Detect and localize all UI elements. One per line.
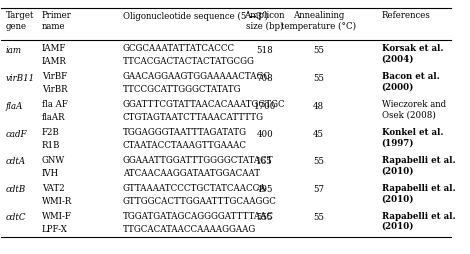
Text: CTAATACCTAAAGTTGAAAC: CTAATACCTAAAGTTGAAAC (123, 140, 247, 149)
Text: Annealining
temperature (°C): Annealining temperature (°C) (281, 11, 356, 31)
Text: Amplicon
size (bp): Amplicon size (bp) (244, 11, 285, 31)
Text: GNW: GNW (42, 155, 65, 164)
Text: VirBR: VirBR (42, 85, 68, 94)
Text: Konkel et al.
(1997): Konkel et al. (1997) (382, 128, 443, 147)
Text: 55: 55 (313, 46, 324, 55)
Text: cdtB: cdtB (6, 185, 26, 194)
Text: 495: 495 (257, 185, 273, 194)
Text: CTGTAGTAATCTTAAACATTTTG: CTGTAGTAATCTTAAACATTTTG (123, 113, 264, 122)
Text: GGAAATTGGATTTGGGGCTATACT: GGAAATTGGATTTGGGGCTATACT (123, 155, 274, 164)
Text: 555: 555 (257, 212, 273, 221)
Text: TGGAGGGTAATTTAGATATG: TGGAGGGTAATTTAGATATG (123, 128, 247, 136)
Text: 55: 55 (313, 74, 324, 83)
Text: Target
gene: Target gene (6, 11, 34, 31)
Text: TTGCACATAACCAAAAGGAAG: TTGCACATAACCAAAAGGAAG (123, 224, 256, 233)
Text: ATCAACAAGGATAATGGACAAT: ATCAACAAGGATAATGGACAAT (123, 168, 260, 177)
Text: Rapabelli et al.
(2010): Rapabelli et al. (2010) (382, 183, 455, 202)
Text: R1B: R1B (42, 140, 60, 149)
Text: IAMR: IAMR (42, 57, 67, 66)
Text: IAMF: IAMF (42, 44, 66, 53)
Text: GCGCAAATATTATCACCC: GCGCAAATATTATCACCC (123, 44, 235, 53)
Text: Oligonucleotide sequence (5’→3’): Oligonucleotide sequence (5’→3’) (123, 11, 268, 21)
Text: 708: 708 (256, 74, 273, 83)
Text: WMI-F: WMI-F (42, 211, 72, 220)
Text: Bacon et al.
(2000): Bacon et al. (2000) (382, 72, 439, 91)
Text: TTCCGCATTGGGCTATATG: TTCCGCATTGGGCTATATG (123, 85, 242, 94)
Text: VirBF: VirBF (42, 72, 67, 81)
Text: Wieczorek and
Osek (2008): Wieczorek and Osek (2008) (382, 100, 446, 119)
Text: IVH: IVH (42, 168, 59, 177)
Text: Primer
name: Primer name (42, 11, 72, 31)
Text: 55: 55 (313, 212, 324, 221)
Text: 400: 400 (256, 129, 273, 138)
Text: VAT2: VAT2 (42, 183, 65, 192)
Text: GGATTTCGTATTAACACAAATGGTGC: GGATTTCGTATTAACACAAATGGTGC (123, 100, 286, 109)
Text: GAACAGGAAGTGGAAAAACTAGC: GAACAGGAAGTGGAAAAACTAGC (123, 72, 271, 81)
Text: fla AF: fla AF (42, 100, 68, 109)
Text: cadF: cadF (6, 129, 27, 138)
Text: Rapabelli et al.
(2010): Rapabelli et al. (2010) (382, 211, 455, 230)
Text: TGGATGATAGCAGGGGATTTTAAC: TGGATGATAGCAGGGGATTTTAAC (123, 211, 274, 220)
Text: GTTAAAATCCCTGCTATCAACCA: GTTAAAATCCCTGCTATCAACCA (123, 183, 266, 192)
Text: 55: 55 (313, 157, 324, 166)
Text: 518: 518 (256, 46, 273, 55)
Text: flaA: flaA (6, 101, 23, 110)
Text: cdtA: cdtA (6, 157, 26, 166)
Text: LPF-X: LPF-X (42, 224, 68, 233)
Text: flaAR: flaAR (42, 113, 65, 122)
Text: 48: 48 (313, 101, 324, 110)
Text: References: References (382, 11, 431, 20)
Text: 1700: 1700 (253, 101, 276, 110)
Text: TTCACGACTACTACTATGCGG: TTCACGACTACTACTATGCGG (123, 57, 255, 66)
Text: 165: 165 (256, 157, 273, 166)
Text: F2B: F2B (42, 128, 60, 136)
Text: WMI-R: WMI-R (42, 196, 72, 205)
Text: GTTGGCACTTGGAATTTGCAAGGC: GTTGGCACTTGGAATTTGCAAGGC (123, 196, 277, 205)
Text: cdtC: cdtC (6, 212, 26, 221)
Text: Korsak et al.
(2004): Korsak et al. (2004) (382, 44, 443, 64)
Text: 57: 57 (313, 185, 324, 194)
Text: virB11: virB11 (6, 74, 35, 83)
Text: iam: iam (6, 46, 22, 55)
Text: 45: 45 (313, 129, 324, 138)
Text: Rapabelli et al.
(2010): Rapabelli et al. (2010) (382, 155, 455, 174)
